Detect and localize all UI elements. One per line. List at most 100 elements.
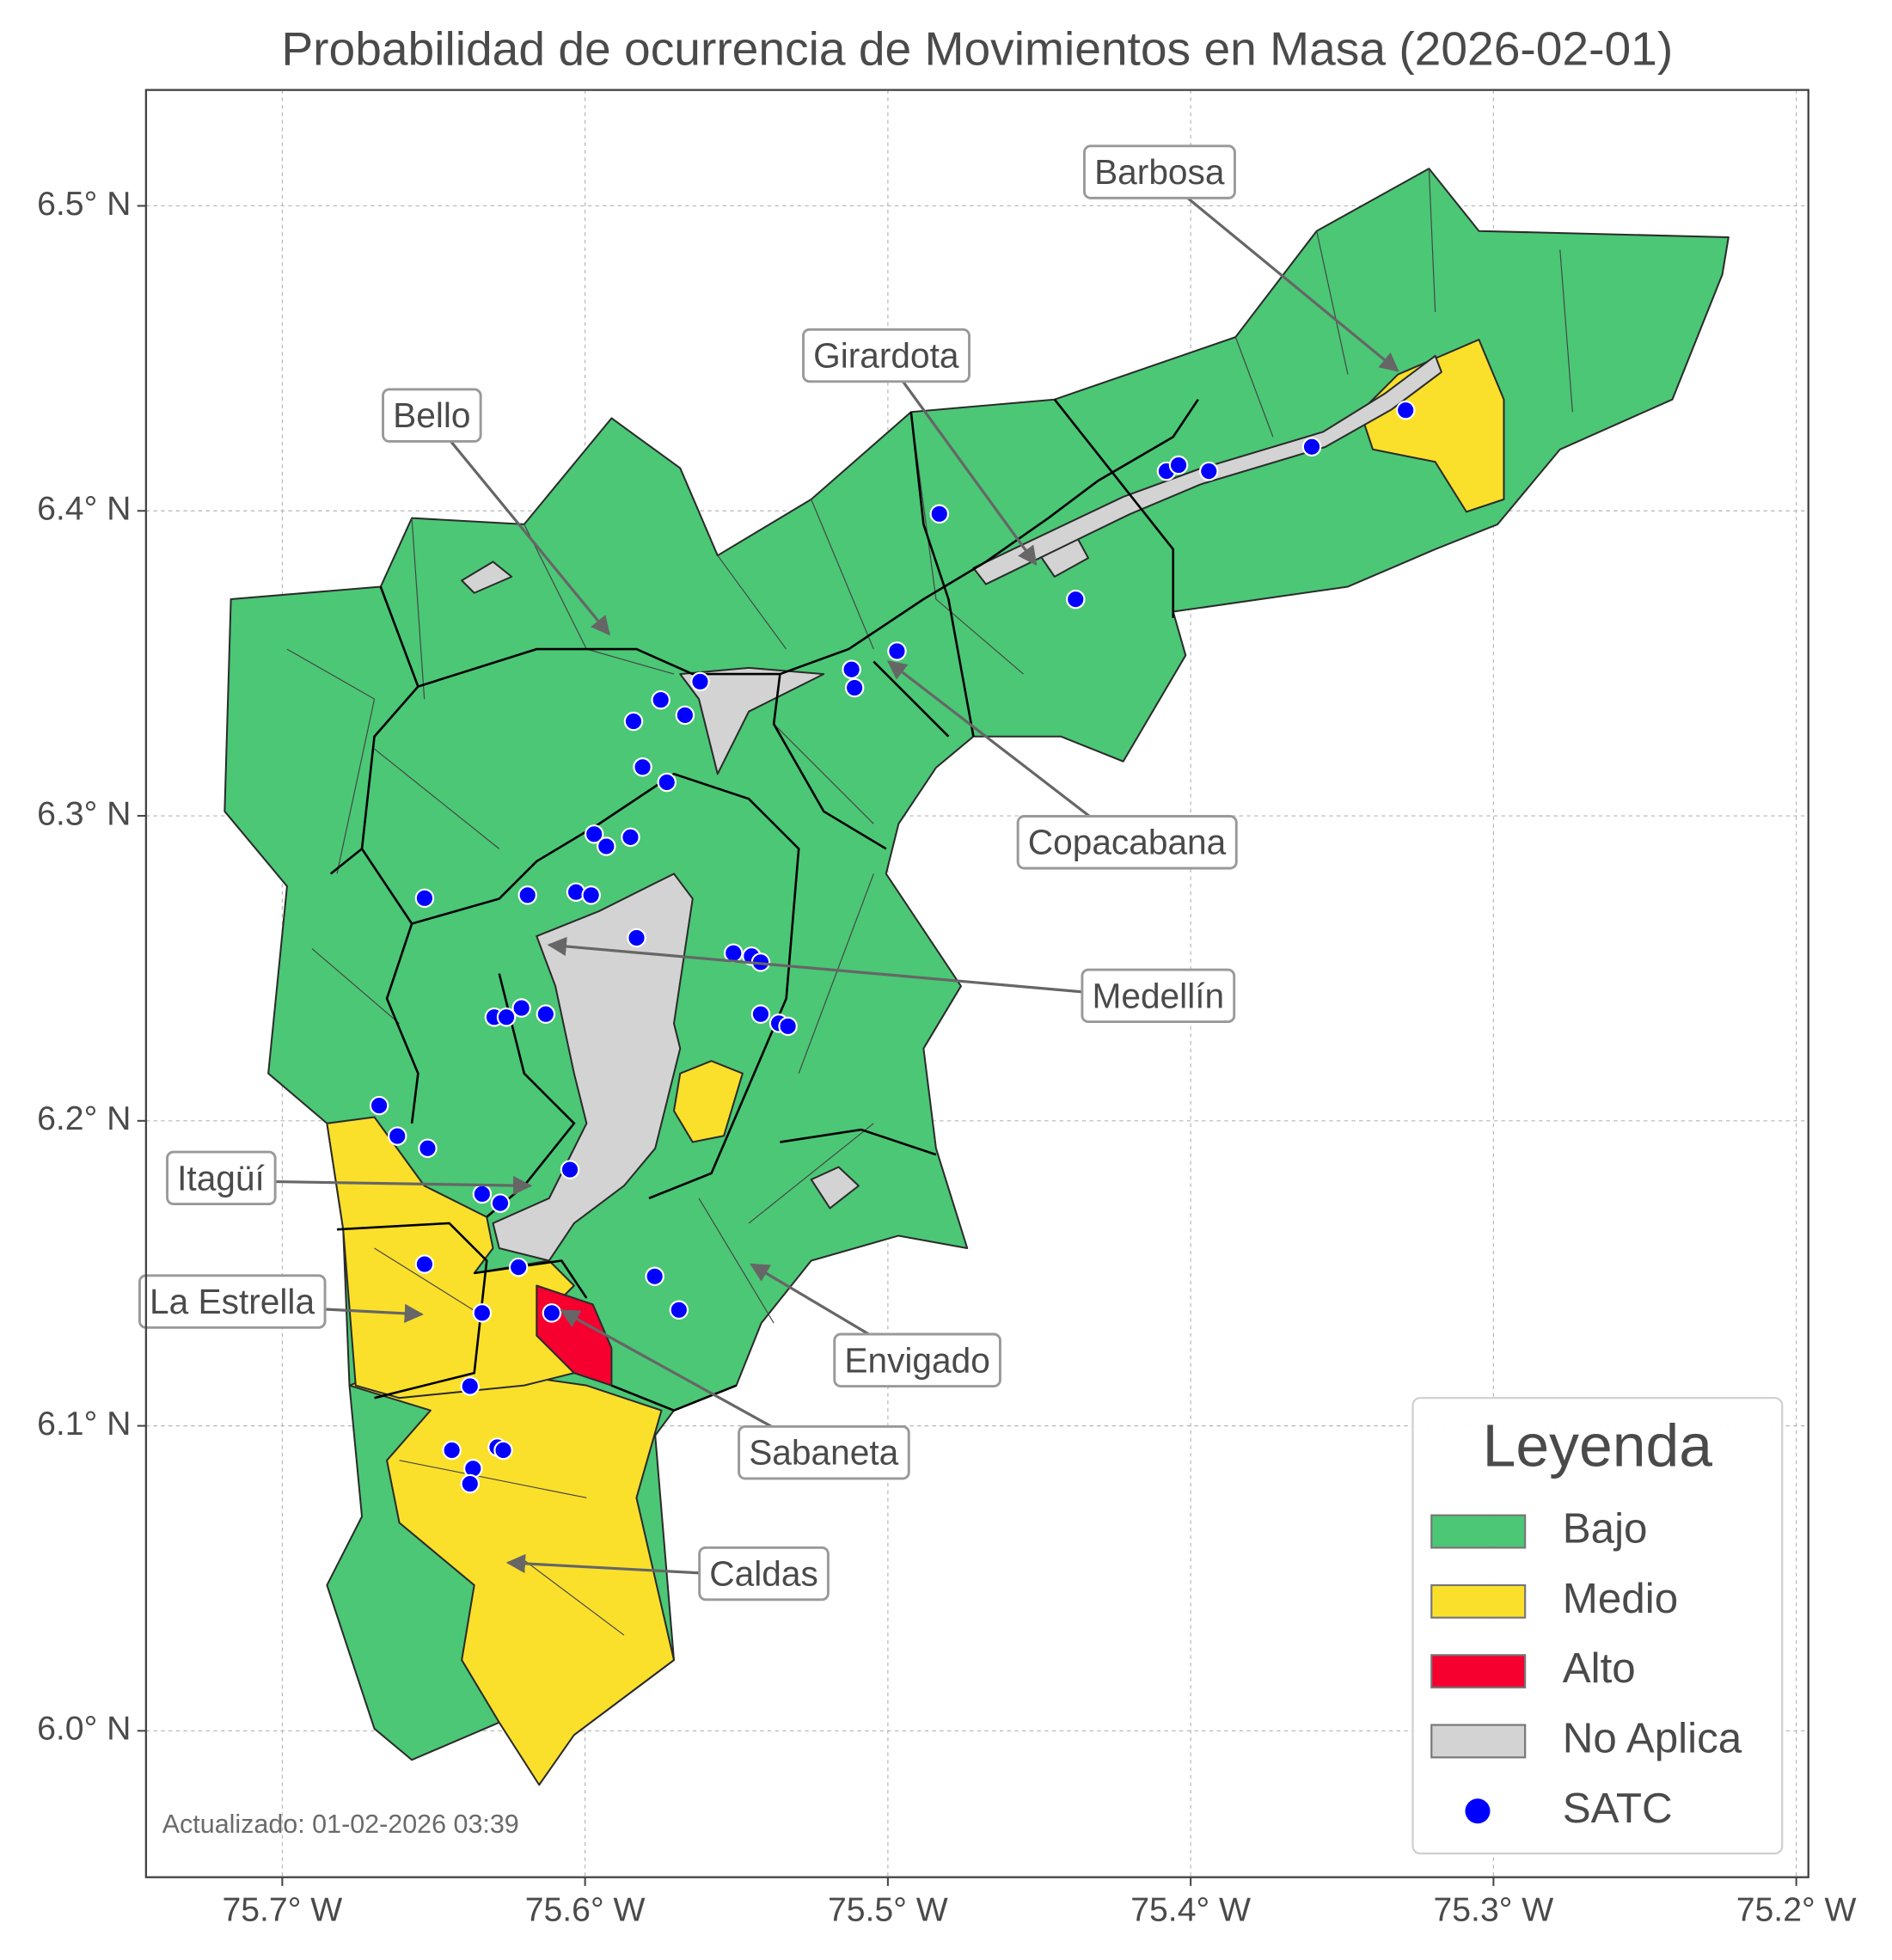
satc-point [460,1473,481,1494]
satc-point [645,1266,664,1287]
legend-label: No Aplica [1563,1714,1742,1761]
region-no-aplica [810,1166,860,1210]
annotation-label: Caldas [709,1554,818,1594]
satc-point [750,1004,771,1024]
satc-point [418,1138,438,1159]
satc-point [887,641,907,661]
annotation-label: Itagüí [177,1158,265,1197]
satc-point [1395,400,1416,420]
region-medio [326,1116,575,1400]
satc-point [690,671,710,692]
legend-label: Bajo [1563,1505,1648,1553]
satc-point [778,1016,798,1037]
satc-point [842,659,861,679]
satc-point [633,757,652,777]
annotation-box [1083,144,1236,199]
chart-title: Probabilidad de ocurrencia de Movimiento… [281,22,1673,76]
satc-point [442,1440,462,1461]
satc-point [542,1303,562,1323]
satc-point [621,827,640,848]
satc-point [536,1004,556,1024]
annotation-box [1016,815,1238,870]
annotation-arrow [1158,174,1399,372]
annotation-label: Envigado [844,1340,989,1380]
legend-swatch [1430,1514,1527,1549]
annotation-box [802,328,970,383]
satc-point [623,711,644,732]
annotation-label: Copacabana [1028,823,1227,862]
legend: Leyenda Bajo Medio Alto No Aplica SATC [1411,1397,1784,1855]
satc-point [581,885,601,905]
legend-swatch [1430,1724,1527,1759]
satc-point [669,1300,689,1320]
legend-label: Alto [1563,1645,1636,1692]
satc-point [844,677,865,698]
annotation-box [166,1150,277,1206]
satc-point [627,928,646,948]
annotation-box [833,1332,1001,1387]
region-medio [672,1060,744,1143]
satc-point [1066,589,1086,609]
satc-point [414,1254,435,1274]
x-tick-label: 75.3° W [1433,1892,1553,1929]
satc-point [657,772,677,793]
legend-label: Medio [1563,1575,1678,1622]
annotation-box [138,1274,327,1329]
legend-marker [1465,1798,1491,1824]
satc-point [472,1184,493,1204]
x-tick-label: 75.4° W [1130,1892,1251,1929]
x-tick-label: 75.2° W [1736,1892,1857,1929]
annotation-label: Medellín [1093,976,1225,1015]
annotation-label: Girardota [813,336,959,376]
satc-point [651,689,670,710]
satc-point [1199,461,1219,481]
satc-point [723,943,744,963]
satc-point [414,888,435,909]
satc-point [929,504,950,524]
legend-swatch [1430,1583,1527,1619]
region-no-aplica [679,666,825,775]
annotation-label: La Estrella [150,1282,315,1321]
annotation-label: Sabaneta [749,1433,898,1473]
annotation-box [1081,968,1236,1024]
annotation-box [738,1424,910,1480]
satc-point [496,1007,517,1027]
legend-title: Leyenda [1483,1412,1713,1479]
y-tick-label: 6.1° N [37,1406,131,1442]
y-tick-label: 6.3° N [37,795,131,832]
annotation-label: Barbosa [1094,152,1225,192]
legend-label: SATC [1563,1785,1673,1832]
annotation-box [698,1546,830,1602]
y-tick-label: 6.0° N [37,1711,131,1748]
satc-point [517,885,537,905]
y-tick-label: 6.5° N [37,186,131,223]
satc-point [369,1095,389,1116]
legend-swatch [1430,1654,1527,1689]
satc-point [1168,455,1189,475]
satc-point [472,1303,493,1323]
satc-point [584,824,604,844]
axes-frame [144,89,1809,1878]
y-tick-label: 6.4° N [37,491,131,528]
satc-point [675,705,695,726]
satc-point [560,1160,580,1179]
annotation-arrow [431,417,610,636]
region-no-aplica [492,873,694,1262]
satc-point [508,1257,529,1277]
x-tick-label: 75.6° W [525,1892,646,1929]
municipal-boundaries [329,398,1199,1412]
annotation-arrow [547,936,1159,1001]
satc-point [387,1126,407,1146]
satc-point [511,998,531,1018]
satc-point [1301,437,1322,457]
annotations: Barbosa Girardota Bello Copacabana Medellín I… [138,144,1399,1602]
annotation-arrow [886,660,1128,847]
satc-point [460,1376,481,1396]
annotation-box [382,388,482,443]
y-tick-label: 6.2° N [37,1100,131,1137]
annotation-label: Bello [393,395,470,435]
satc-point [493,1440,513,1461]
